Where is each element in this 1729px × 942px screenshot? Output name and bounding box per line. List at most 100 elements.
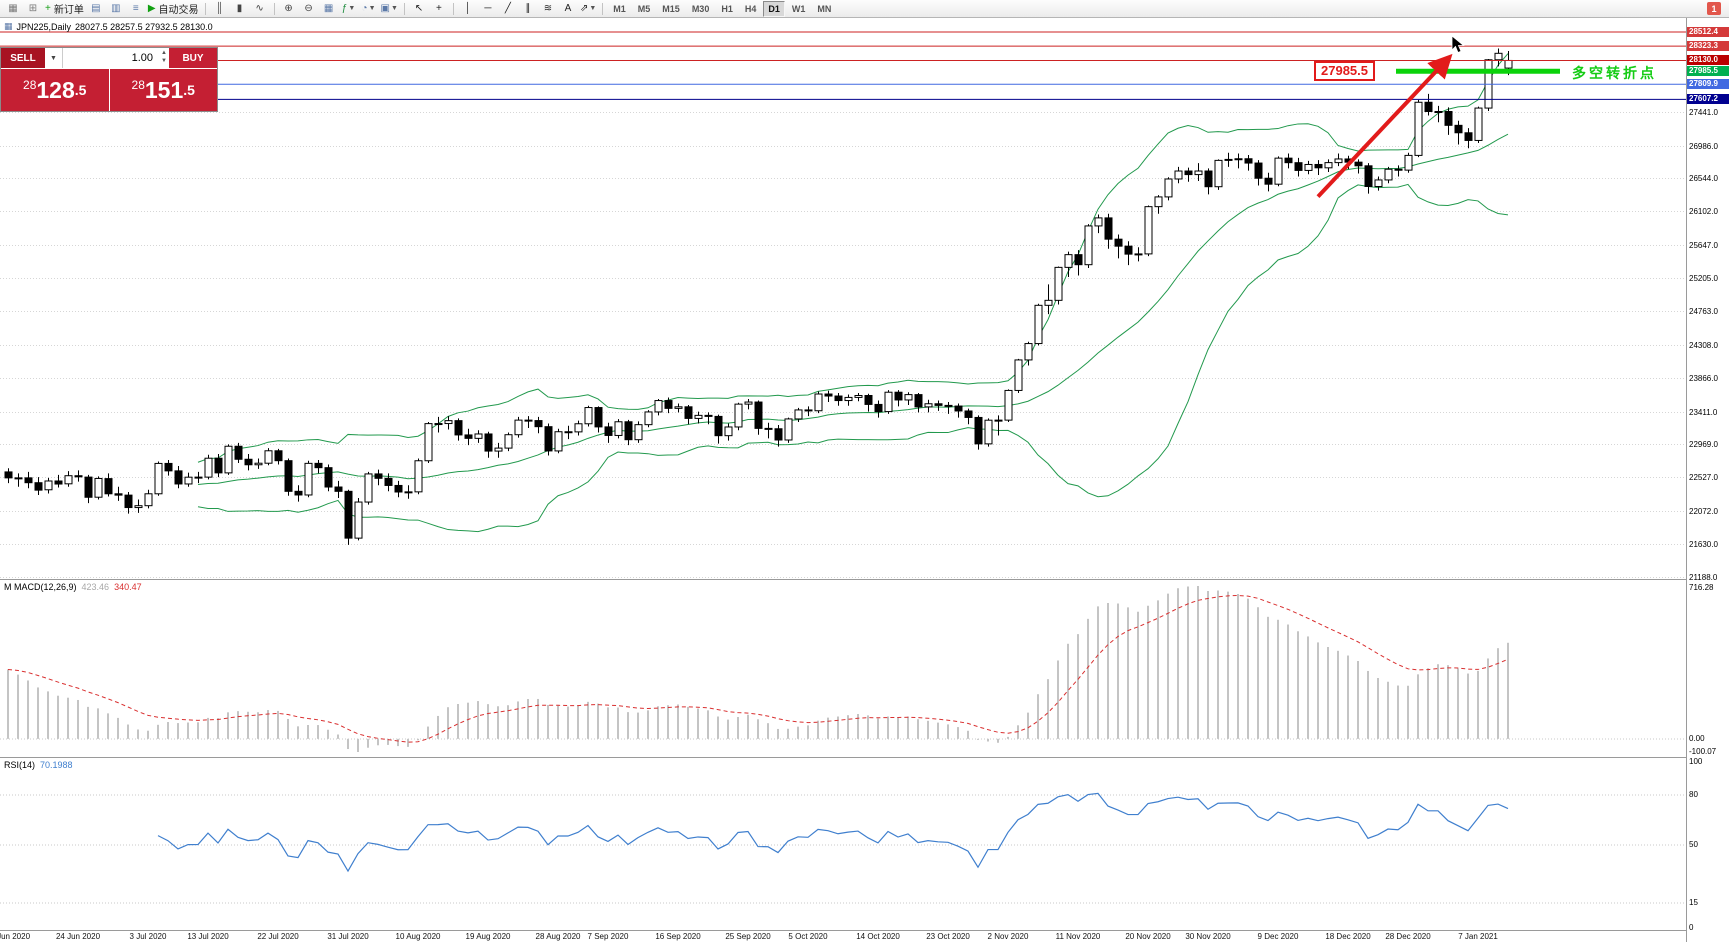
cursor-icon[interactable]: ↖ [414,3,424,14]
buy-button[interactable]: BUY [169,48,217,68]
date-tick-label: 18 Dec 2020 [1325,932,1371,941]
level-price-callout[interactable]: 27985.5 [1314,61,1375,81]
price-axis[interactable]: 27441.0 26986.0 26544.0 26102.0 25647.0 25205… [1687,18,1729,942]
bollinger-lower[interactable] [197,183,1509,533]
date-tick-label: 15 Jun 2020 [0,932,31,941]
rsi-line[interactable] [157,792,1509,873]
timeframe-button-h1[interactable]: H1 [721,3,733,14]
toolbar-separator [602,2,604,15]
date-tick-label: 20 Nov 2020 [1125,932,1171,941]
zoom-out-icon[interactable]: ⊖ [304,3,313,14]
symbol-title: ▦ JPN225,Daily 28027.5 28257.5 27932.5 2… [4,21,213,32]
price-tick-label: 23411.0 [1689,407,1718,417]
price-tick-label: 22072.0 [1689,506,1718,516]
trend-arrow[interactable] [1316,53,1453,198]
symbol-name: JPN225,Daily [16,21,72,32]
toolbar-separator [273,2,275,15]
date-tick-label: 7 Sep 2020 [587,932,629,941]
tile-windows-icon[interactable]: ▦ [323,3,334,14]
trendline-icon[interactable]: ╱ [504,3,511,14]
timeframe-button-d1[interactable]: D1 [763,0,785,17]
timeframe-button-m1[interactable]: M1 [613,3,626,14]
chart-window-icon[interactable]: ▦ [8,3,18,14]
price-tick-label: 27441.0 [1689,107,1718,117]
price-tick-label: 24308.0 [1689,340,1718,350]
panel-separator[interactable] [0,757,1729,758]
price-level-label: 28323.3 [1687,41,1729,52]
lot-stepper[interactable]: ▲ ▼ [161,50,167,64]
lot-size-value: 1.00 [131,52,153,64]
price-tick-label: 26102.0 [1689,206,1718,216]
price-tick-label: 80 [1689,790,1698,800]
timeframe-button-m15[interactable]: M15 [662,3,680,14]
terminal-icon[interactable]: ≡ [132,3,139,14]
text-tool-icon[interactable]: A [564,3,572,14]
templates-icon[interactable]: ▣ ▼ [380,3,398,14]
market-watch-icon[interactable]: ▤ [91,3,101,14]
date-tick-label: 19 Aug 2020 [465,932,511,941]
timeframe-button-mn[interactable]: MN [817,3,832,14]
timeframe-button-w1[interactable]: W1 [791,3,806,14]
candles-layer [4,48,1513,545]
data-window-icon[interactable]: ▥ [111,3,121,14]
date-tick-label: 23 Oct 2020 [926,932,970,941]
panel-separator [0,930,1729,931]
crosshair-icon[interactable]: + [436,3,442,14]
fibonacci-icon[interactable]: ≋ [543,3,553,14]
price-tick-label: 21188.0 [1689,572,1718,582]
price-tick-label: 25647.0 [1689,240,1718,250]
timeframe-button-h4[interactable]: H4 [744,3,757,14]
date-tick-label: 28 Aug 2020 [535,932,581,941]
panel-separator[interactable] [0,579,1729,580]
toolbar-separator [204,2,206,15]
date-tick-label: 14 Oct 2020 [856,932,900,941]
date-tick-label: 5 Oct 2020 [788,932,828,941]
indicators-icon[interactable]: ƒ ▼ [341,3,356,14]
vertical-line-icon[interactable]: │ [464,3,472,14]
bid-price[interactable]: 28 128.5 [1,69,109,111]
date-tick-label: 11 Nov 2020 [1055,932,1101,941]
bar-chart-icon[interactable]: ║ [216,3,224,14]
one-click-trading-panel: SELL ▼ 1.00 ▲ ▼ BUY 28 128.5 28 151.5 [0,47,218,112]
sell-button[interactable]: SELL [1,48,45,68]
date-tick-label: 7 Jan 2021 [1458,932,1498,941]
new-order-button[interactable]: + 新订单 [45,3,84,16]
lot-size-input[interactable]: 1.00 ▲ ▼ [63,48,169,68]
price-level-label: 27985.5 [1687,66,1729,77]
toolbar-separator [452,2,454,15]
lot-dropdown[interactable]: ▼ [45,48,63,68]
zoom-in-icon[interactable]: ⊕ [284,3,293,14]
new-chart-icon[interactable]: ⊞ [28,3,38,14]
date-tick-label: 24 Jun 2020 [55,932,101,941]
candlestick-chart-icon[interactable]: ▮ [236,3,243,14]
price-chart-canvas[interactable] [0,18,1686,942]
arrows-tool-icon[interactable]: ⇗ ▼ [579,3,597,14]
chart-region[interactable]: 27441.0 26986.0 26544.0 26102.0 25647.0 25205… [0,18,1729,942]
channel-icon[interactable]: ∥ [525,3,531,14]
symbol-ohlc: 28027.5 28257.5 27932.5 28130.0 [75,21,213,32]
macd-label: M MACD(12,26,9) 423.46 340.47 [4,582,142,592]
date-tick-label: 25 Sep 2020 [725,932,771,941]
axis-border [1686,18,1687,942]
price-tick-label: 26986.0 [1689,141,1718,151]
price-tick-label: 23866.0 [1689,373,1718,383]
date-tick-label: 10 Aug 2020 [395,932,441,941]
date-tick-label: 31 Jul 2020 [327,932,369,941]
turning-point-note[interactable]: 多空转折点 [1572,65,1657,81]
bollinger-middle[interactable] [197,133,1509,486]
price-tick-label: 15 [1689,898,1698,908]
date-tick-label: 9 Dec 2020 [1257,932,1299,941]
date-tick-label: 30 Nov 2020 [1185,932,1231,941]
autotrading-button[interactable]: ▶ 自动交易 [147,3,199,16]
periods-icon[interactable]: ◔ ▼ [361,3,376,14]
bollinger-upper[interactable] [197,53,1509,463]
timeframe-button-m5[interactable]: M5 [637,3,651,14]
ask-price[interactable]: 28 151.5 [109,69,217,111]
horizontal-line-icon[interactable]: ─ [484,3,492,14]
notification-badge[interactable]: 1 [1707,2,1721,15]
toolbar-separator [403,2,405,15]
price-tick-label: 21630.0 [1689,539,1718,549]
timeframe-button-m30[interactable]: M30 [691,3,710,14]
line-chart-icon[interactable]: ∿ [255,3,264,14]
date-axis[interactable]: 15 Jun 2020 24 Jun 2020 3 Jul 2020 13 Jul 2… [0,931,1686,942]
